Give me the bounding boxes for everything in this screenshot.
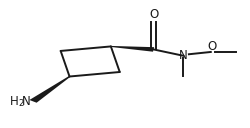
Text: N: N [22, 95, 31, 108]
Text: N: N [179, 49, 188, 62]
Text: 2: 2 [18, 99, 24, 108]
Polygon shape [30, 76, 70, 103]
Text: O: O [149, 8, 158, 21]
Text: O: O [208, 40, 217, 52]
Polygon shape [111, 46, 154, 52]
Text: H: H [10, 95, 19, 108]
